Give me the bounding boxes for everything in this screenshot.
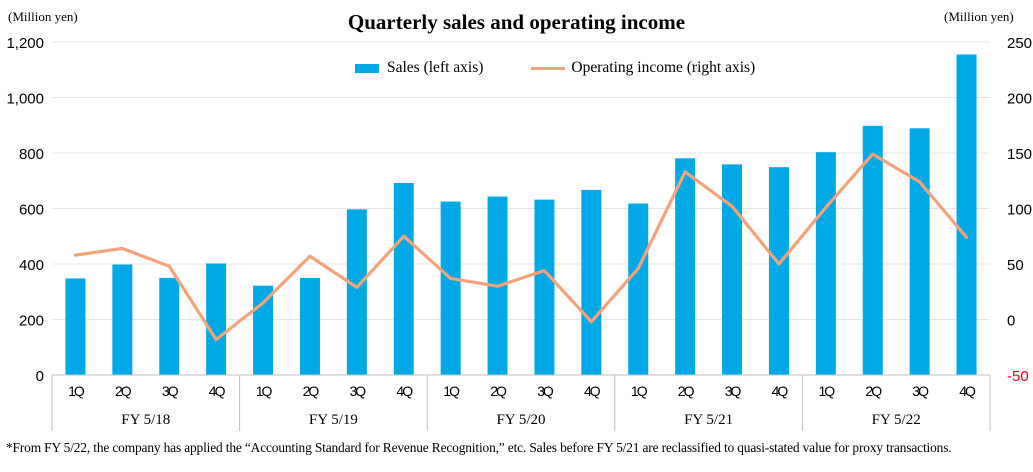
left-tick-label: 1,200 — [6, 35, 44, 52]
fiscal-year-label: FY 5/19 — [309, 412, 358, 428]
quarter-label: 1Q — [256, 383, 273, 399]
sales-bar — [956, 54, 977, 376]
quarter-label: 4Q — [772, 383, 789, 399]
right-tick-label: 150 — [1007, 146, 1032, 163]
quarter-label: 1Q — [631, 383, 648, 399]
footnote: *From FY 5/22, the company has applied t… — [6, 440, 952, 455]
quarter-label: 4Q — [396, 383, 413, 399]
sales-bar — [65, 278, 86, 375]
sales-bar — [440, 201, 461, 375]
sales-bar — [253, 285, 274, 375]
right-tick-label: 200 — [1007, 91, 1032, 108]
sales-bar — [862, 125, 883, 376]
left-tick-label: 800 — [19, 146, 44, 163]
sales-bar — [768, 167, 789, 375]
left-tick-label: 200 — [19, 313, 44, 330]
sales-bar — [112, 264, 133, 375]
sales-bar — [581, 189, 602, 375]
left-tick-label: 1,000 — [6, 91, 44, 108]
quarter-label: 2Q — [865, 383, 882, 399]
fiscal-year-label: FY 5/20 — [496, 412, 545, 428]
quarter-label: 1Q — [819, 383, 836, 399]
quarter-label: 3Q — [725, 383, 742, 399]
quarter-label: 4Q — [584, 383, 601, 399]
legend-income-swatch — [531, 66, 566, 70]
legend: Sales (left axis) Operating income (righ… — [355, 59, 755, 77]
quarter-label: 3Q — [162, 383, 179, 399]
chart-title: Quarterly sales and operating income — [347, 10, 686, 34]
left-tick-label: 400 — [19, 257, 44, 274]
quarter-label: 1Q — [68, 383, 85, 399]
left-tick-label: 600 — [19, 202, 44, 219]
sales-bar — [722, 164, 743, 375]
right-axis-unit: (Million yen) — [944, 9, 1014, 24]
quarter-label: 3Q — [350, 383, 367, 399]
legend-sales-label: Sales (left axis) — [387, 59, 484, 76]
chart-canvas: 0 200 400 600 800 1,000 1,200 -50 0 50 100 150 200 25… — [6, 35, 1032, 431]
fiscal-year-label: FY 5/22 — [872, 412, 921, 428]
sales-bar — [393, 182, 414, 375]
sales-bar — [299, 277, 320, 375]
sales-bar — [534, 199, 555, 375]
quarter-label: 4Q — [209, 383, 226, 399]
fiscal-year-label: FY 5/18 — [121, 412, 170, 428]
quarter-label: 2Q — [490, 383, 507, 399]
quarter-label: 3Q — [537, 383, 554, 399]
sales-bar — [909, 128, 930, 375]
left-axis-unit: (Million yen) — [8, 9, 78, 24]
left-tick-label: 0 — [36, 368, 44, 385]
quarter-label: 3Q — [912, 383, 929, 399]
right-tick-label: -50 — [1007, 368, 1029, 385]
right-tick-label: 100 — [1007, 202, 1032, 219]
legend-income-label: Operating income (right axis) — [571, 59, 756, 76]
sales-bar — [628, 203, 649, 375]
quarter-label: 2Q — [678, 383, 695, 399]
sales-bar — [815, 152, 836, 375]
sales-bar — [675, 158, 696, 375]
sales-bar — [206, 263, 227, 375]
sales-bar — [346, 209, 367, 375]
quarter-label: 2Q — [303, 383, 320, 399]
right-tick-label: 250 — [1007, 35, 1032, 52]
legend-sales-swatch — [355, 63, 379, 73]
quarter-label: 1Q — [443, 383, 460, 399]
fiscal-year-label: FY 5/21 — [684, 412, 733, 428]
quarter-label: 4Q — [959, 383, 976, 399]
right-tick-label: 0 — [1007, 313, 1015, 330]
right-tick-label: 50 — [1007, 257, 1024, 274]
sales-bar — [159, 277, 180, 375]
quarter-label: 2Q — [115, 383, 132, 399]
operating-income-line — [73, 152, 969, 342]
